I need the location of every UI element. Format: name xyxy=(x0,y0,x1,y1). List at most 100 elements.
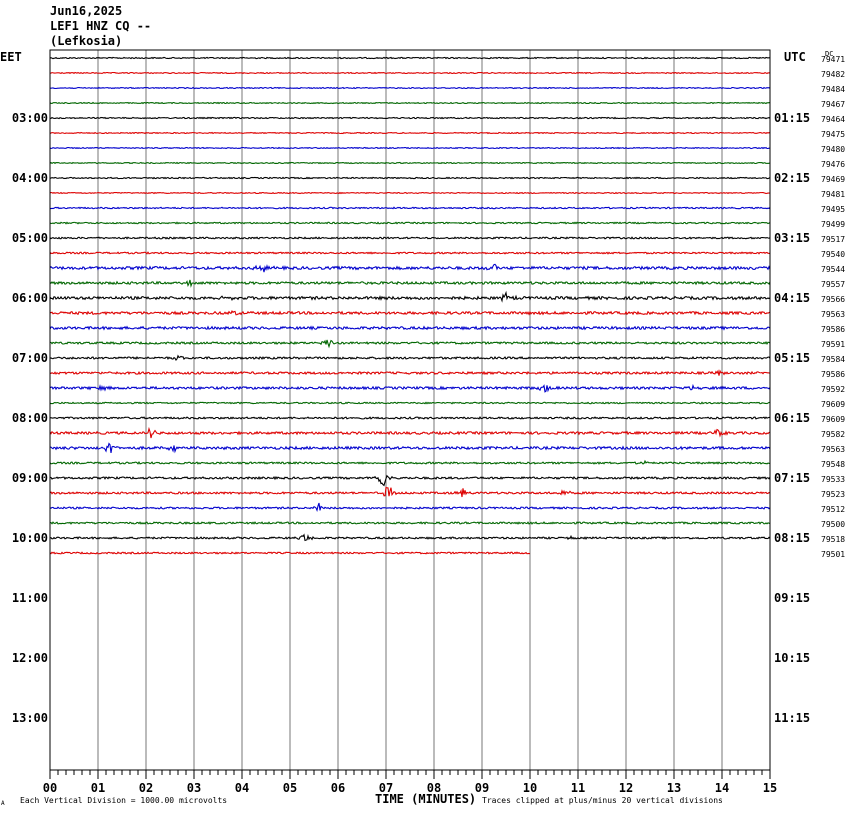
dc-value: 79548 xyxy=(821,460,845,469)
trace-row-27 xyxy=(49,459,771,465)
left-time-label: 08:00 xyxy=(12,411,48,425)
right-time-label: 07:15 xyxy=(774,471,810,485)
trace-row-16 xyxy=(49,290,771,303)
plot-frame xyxy=(49,49,771,771)
left-time-label: 05:00 xyxy=(12,231,48,245)
right-time-label: 10:15 xyxy=(774,651,810,665)
dc-value: 79523 xyxy=(821,490,845,499)
trace-row-25 xyxy=(49,426,771,439)
trace-row-4 xyxy=(49,116,771,120)
dc-value: 79512 xyxy=(821,505,845,514)
right-time-label: 05:15 xyxy=(774,351,810,365)
x-tick-label-02: 02 xyxy=(139,781,153,795)
trace-row-5 xyxy=(49,131,771,135)
trace-row-9 xyxy=(49,191,771,195)
labels: 00 01 02 03 04 05 06 07 08 09 10 11 12 13 14 15 03:00 04:… xyxy=(12,55,845,795)
x-axis-title: TIME (MINUTES) xyxy=(375,792,476,806)
dc-value: 79609 xyxy=(821,400,845,409)
left-time-label: 12:00 xyxy=(12,651,48,665)
trace-row-10 xyxy=(49,206,771,210)
dc-value: 79586 xyxy=(821,370,845,379)
plot-location: (Lefkosia) xyxy=(50,34,123,48)
scale-note: Each Vertical Division = 1000.00 microvo… xyxy=(20,796,227,805)
trace-row-32 xyxy=(49,533,771,542)
trace-row-12 xyxy=(49,236,771,240)
x-tick-label-09: 09 xyxy=(475,781,489,795)
dc-value: 79476 xyxy=(821,160,845,169)
trace-row-30 xyxy=(49,502,771,513)
dc-value: 79540 xyxy=(821,250,845,259)
dc-value: 79467 xyxy=(821,100,845,109)
dc-value: 79481 xyxy=(821,190,845,199)
x-tick-label-08: 08 xyxy=(427,781,441,795)
trace-row-13 xyxy=(49,251,771,255)
x-tick-label-13: 13 xyxy=(667,781,681,795)
trace-row-1 xyxy=(49,71,771,75)
left-time-label: 09:00 xyxy=(12,471,48,485)
right-time-label: 11:15 xyxy=(774,711,810,725)
trace-row-21 xyxy=(49,369,771,376)
dc-value: 79563 xyxy=(821,445,845,454)
trace-row-8 xyxy=(49,176,771,180)
trace-row-3 xyxy=(49,101,771,105)
trace-row-15 xyxy=(49,279,771,288)
dc-label: DC xyxy=(825,50,833,58)
traces xyxy=(49,56,771,555)
x-tick-label-01: 01 xyxy=(91,781,105,795)
plot-date: Jun16,2025 xyxy=(50,4,123,18)
dc-value: 79517 xyxy=(821,235,845,244)
dc-value: 79609 xyxy=(821,415,845,424)
dc-value: 79464 xyxy=(821,115,845,124)
dc-value: 79533 xyxy=(821,475,845,484)
left-time-label: 04:00 xyxy=(12,171,48,185)
trace-row-7 xyxy=(49,161,771,165)
x-tick-label-15: 15 xyxy=(763,781,777,795)
x-tick-label-12: 12 xyxy=(619,781,633,795)
right-time-label: 06:15 xyxy=(774,411,810,425)
left-time-label: 10:00 xyxy=(12,531,48,545)
right-time-label: 08:15 xyxy=(774,531,810,545)
x-tick-label-07: 07 xyxy=(379,781,393,795)
trace-row-33 xyxy=(49,551,531,555)
left-zone-label: EET xyxy=(0,50,22,64)
right-time-label: 02:15 xyxy=(774,171,810,185)
dc-value: 79544 xyxy=(821,265,845,274)
trace-row-11 xyxy=(49,221,771,225)
left-time-label: 07:00 xyxy=(12,351,48,365)
dc-value: 79592 xyxy=(821,385,845,394)
trace-row-2 xyxy=(49,86,771,90)
dc-value: 79591 xyxy=(821,340,845,349)
left-time-label: 03:00 xyxy=(12,111,48,125)
trace-row-29 xyxy=(49,486,771,498)
dc-value: 79480 xyxy=(821,145,845,154)
trace-row-22 xyxy=(49,383,771,393)
left-time-label: 13:00 xyxy=(12,711,48,725)
trace-row-17 xyxy=(49,310,771,316)
trace-row-24 xyxy=(49,416,771,420)
trace-row-26 xyxy=(49,442,771,454)
x-tick-label-14: 14 xyxy=(715,781,729,795)
corner-mark: A xyxy=(1,800,5,807)
dc-value: 79501 xyxy=(821,550,845,559)
x-tick-label-06: 06 xyxy=(331,781,345,795)
trace-row-20 xyxy=(49,354,771,362)
trace-row-18 xyxy=(49,325,771,331)
dc-value: 79499 xyxy=(821,220,845,229)
right-time-label: 01:15 xyxy=(774,111,810,125)
dc-value: 79518 xyxy=(821,535,845,544)
x-tick-label-00: 00 xyxy=(43,781,57,795)
dc-value: 79500 xyxy=(821,520,845,529)
x-tick-label-04: 04 xyxy=(235,781,249,795)
clip-note: Traces clipped at plus/minus 20 vertical… xyxy=(482,796,723,805)
trace-row-23 xyxy=(49,401,771,405)
trace-row-14 xyxy=(49,263,771,273)
x-tick-label-03: 03 xyxy=(187,781,201,795)
trace-row-31 xyxy=(49,521,771,525)
dc-value: 79582 xyxy=(821,430,845,439)
x-tick-label-10: 10 xyxy=(523,781,537,795)
dc-value: 79471 xyxy=(821,55,845,64)
dc-value: 79584 xyxy=(821,355,845,364)
dc-value: 79484 xyxy=(821,85,845,94)
right-time-label: 04:15 xyxy=(774,291,810,305)
